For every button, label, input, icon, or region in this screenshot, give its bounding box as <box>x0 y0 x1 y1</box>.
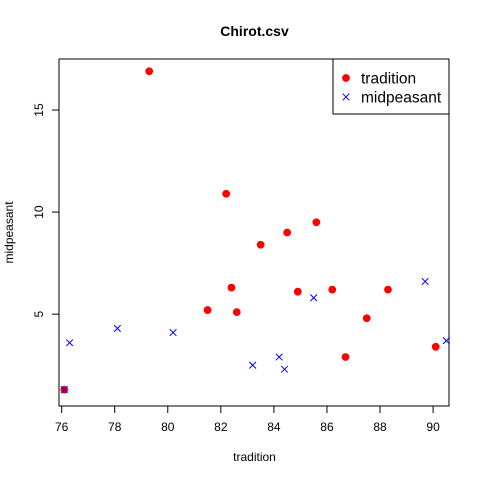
y-axis: 5 10 15 <box>32 103 60 317</box>
data-point-tradition <box>312 218 321 227</box>
data-point-midpeasant <box>421 277 429 286</box>
y-tick-label: 15 <box>32 103 46 117</box>
data-point-tradition <box>328 285 337 294</box>
data-point-tradition <box>384 285 392 294</box>
data-point-tradition <box>293 287 302 296</box>
x-tick-label: 88 <box>373 420 387 434</box>
x-tick-label: 82 <box>214 420 228 434</box>
data-point-tradition <box>222 189 231 198</box>
x-tick-label: 80 <box>161 420 175 434</box>
data-point-midpeasant <box>65 339 74 347</box>
data-point-midpeasant <box>280 365 289 373</box>
data-point-midpeasant <box>169 328 177 337</box>
data-point-midpeasant <box>249 361 257 369</box>
x-tick-label: 84 <box>267 420 281 434</box>
data-point-tradition <box>203 306 212 314</box>
data-point-midpeasant <box>310 294 318 302</box>
y-tick-label: 10 <box>32 205 46 219</box>
legend-box <box>332 58 450 115</box>
x-axis-label: tradition <box>233 450 276 464</box>
legend: tradition midpeasant <box>332 58 450 115</box>
x-tick-label: 86 <box>320 420 334 434</box>
legend-entries: tradition midpeasant <box>342 71 442 107</box>
data-point-tradition <box>362 314 371 323</box>
data-point-tradition <box>341 353 350 361</box>
x-tick-label: 78 <box>108 420 122 434</box>
legend-label-midpeasant: midpeasant <box>361 90 442 107</box>
data-points <box>60 67 451 394</box>
data-point-midpeasant <box>442 337 451 345</box>
data-point-tradition <box>431 342 440 351</box>
x-tick-label: 76 <box>55 420 69 434</box>
data-point-midpeasant <box>60 386 68 394</box>
y-axis-label: midpeasant <box>2 201 16 264</box>
data-point-midpeasant <box>275 353 283 361</box>
y-tick-label: 5 <box>32 310 46 317</box>
data-point-tradition <box>145 67 154 76</box>
x-axis: 76 78 80 82 84 86 88 90 <box>55 405 440 434</box>
chart-title: Chirot.csv <box>220 23 289 39</box>
legend-label-tradition: tradition <box>361 71 416 88</box>
legend-marker-tradition <box>342 74 350 82</box>
legend-marker-midpeasant <box>342 93 350 101</box>
x-tick-label: 90 <box>426 420 440 434</box>
data-point-tradition <box>232 308 241 317</box>
data-point-tradition <box>256 240 265 249</box>
data-point-tradition <box>227 283 236 292</box>
data-point-midpeasant <box>113 324 122 333</box>
data-point-tradition <box>283 228 292 237</box>
